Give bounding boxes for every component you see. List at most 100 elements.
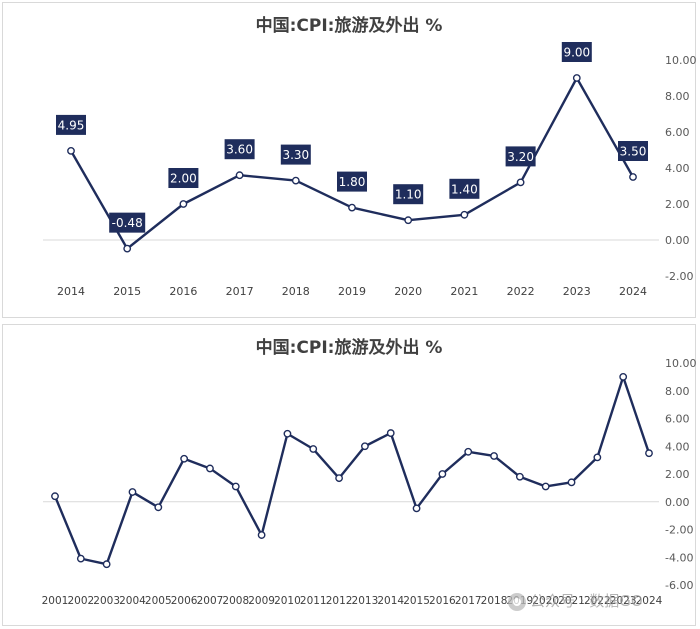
- y-tick-label: 4.00: [665, 440, 690, 453]
- data-point: [154, 503, 163, 512]
- data-label-box: [280, 144, 311, 165]
- data-point: [291, 176, 300, 185]
- y-tick-label: 10.00: [665, 357, 697, 370]
- data-point: [490, 452, 498, 460]
- data-point: [460, 210, 469, 219]
- line-chart-svg: 10.00 8.00 6.00 4.00 2.00 0.00 -2.00 -4.00 -6.00…: [42, 357, 697, 607]
- data-label-box: [168, 168, 199, 188]
- data-point: [412, 504, 421, 513]
- x-tick-label: 2010: [274, 595, 301, 607]
- data-label-box: [109, 212, 146, 233]
- data-point: [645, 449, 653, 458]
- data-point: [464, 447, 473, 456]
- data-point: [404, 216, 413, 225]
- data-point: [619, 372, 628, 381]
- data-point: [283, 429, 292, 438]
- x-tick-label: 2022: [507, 285, 535, 298]
- x-tick-label: 2021: [450, 285, 478, 298]
- x-tick-label: 2023: [563, 285, 591, 298]
- data-label-box: [224, 139, 255, 160]
- data-label: 3.50: [620, 145, 647, 159]
- data-point: [515, 472, 524, 481]
- y-tick-label: 8.00: [665, 90, 690, 103]
- data-point: [541, 482, 550, 491]
- data-point: [567, 478, 576, 487]
- x-tick-label: 2016: [169, 285, 197, 298]
- data-point: [572, 74, 581, 82]
- y-tick-label: -2.00: [665, 270, 693, 283]
- data-label: -0.48: [112, 216, 143, 230]
- data-label: 3.20: [507, 150, 534, 164]
- chart-panel-bottom: 中国:CPI:旅游及外出 % 10.00 8.00 6.00 4.00 2.00 0.00…: [2, 324, 697, 626]
- data-label-box: [449, 178, 480, 199]
- x-tick-label: 2002: [67, 595, 94, 607]
- x-tick-label: 2023: [610, 595, 637, 607]
- data-point: [206, 464, 214, 473]
- x-tick-label: 2020: [532, 595, 559, 607]
- data-point: [629, 173, 637, 181]
- data-label: 1.40: [451, 182, 478, 196]
- x-tick-label: 2013: [352, 595, 379, 607]
- x-tick-label: 2015: [113, 285, 141, 298]
- data-point: [361, 442, 369, 451]
- data-point: [123, 244, 132, 253]
- series-line: [53, 375, 651, 566]
- data-point: [102, 560, 111, 569]
- data-label-box: [561, 42, 592, 62]
- x-tick-label: 2021: [558, 595, 585, 607]
- x-tick-label: 2008: [222, 595, 249, 607]
- y-tick-label: -2.00: [665, 524, 693, 537]
- data-point: [257, 531, 266, 539]
- x-tick-label: 2014: [377, 595, 404, 607]
- data-label-box: [618, 141, 648, 161]
- x-tick-label: 2009: [248, 595, 275, 607]
- data-label-box: [56, 114, 86, 135]
- y-tick-label: 8.00: [665, 385, 690, 398]
- data-point: [438, 470, 447, 478]
- x-tick-label: 2015: [403, 595, 430, 607]
- watermark: 公众号 · 数据GO: [508, 590, 643, 611]
- data-label: 1.10: [395, 188, 422, 202]
- data-label: 1.80: [339, 175, 366, 189]
- x-tick-label: 2001: [42, 595, 69, 607]
- x-tick-label: 2014: [57, 285, 85, 298]
- series-line: [69, 76, 635, 250]
- chart-title: 中国:CPI:旅游及外出 %: [255, 16, 443, 36]
- data-label: 9.00: [563, 46, 590, 60]
- y-tick-label: 6.00: [665, 126, 690, 139]
- data-point: [67, 146, 75, 155]
- data-point: [335, 474, 343, 483]
- x-tick-label: 2007: [197, 595, 224, 607]
- data-label: 2.00: [170, 172, 197, 186]
- x-tick-label: 2004: [119, 595, 146, 607]
- watermark-text: 公众号 · 数据GO: [530, 592, 643, 610]
- x-tick-label: 2022: [584, 595, 611, 607]
- data-label: 3.60: [226, 143, 253, 157]
- data-point: [179, 200, 188, 208]
- x-tick-label: 2024: [619, 285, 647, 298]
- data-label: 4.95: [58, 118, 85, 132]
- line-chart-svg: 10.00 8.00 6.00 4.00 2.00 0.00 -2.00 2014 2015 20…: [43, 42, 697, 298]
- x-tick-label: 2024: [636, 595, 663, 607]
- y-tick-label: 0.00: [665, 496, 690, 509]
- data-point: [593, 453, 602, 462]
- x-tick-label: 2018: [282, 285, 310, 298]
- chart-panel-top: 中国:CPI:旅游及外出 % 10.00 8.00 6.00 4.00 2.00 0.00…: [2, 2, 697, 318]
- x-tick-label: 2005: [145, 595, 172, 607]
- y-tick-label: 4.00: [665, 162, 690, 175]
- x-tick-label: 2017: [226, 285, 254, 298]
- x-tick-label: 2003: [93, 595, 120, 607]
- y-tick-label: 10.00: [665, 54, 697, 67]
- x-tick-label: 2017: [455, 595, 482, 607]
- y-tick-label: -4.00: [665, 551, 693, 564]
- data-label: 3.30: [282, 148, 309, 162]
- chart-title: 中国:CPI:旅游及外出 %: [255, 338, 443, 358]
- data-point: [76, 554, 85, 563]
- x-tick-label: 2016: [429, 595, 456, 607]
- data-point: [231, 482, 240, 491]
- data-label-box: [337, 171, 367, 192]
- wechat-icon: [508, 592, 526, 611]
- y-tick-label: 0.00: [665, 234, 690, 247]
- data-point: [51, 492, 59, 501]
- y-tick-label: 2.00: [665, 198, 690, 211]
